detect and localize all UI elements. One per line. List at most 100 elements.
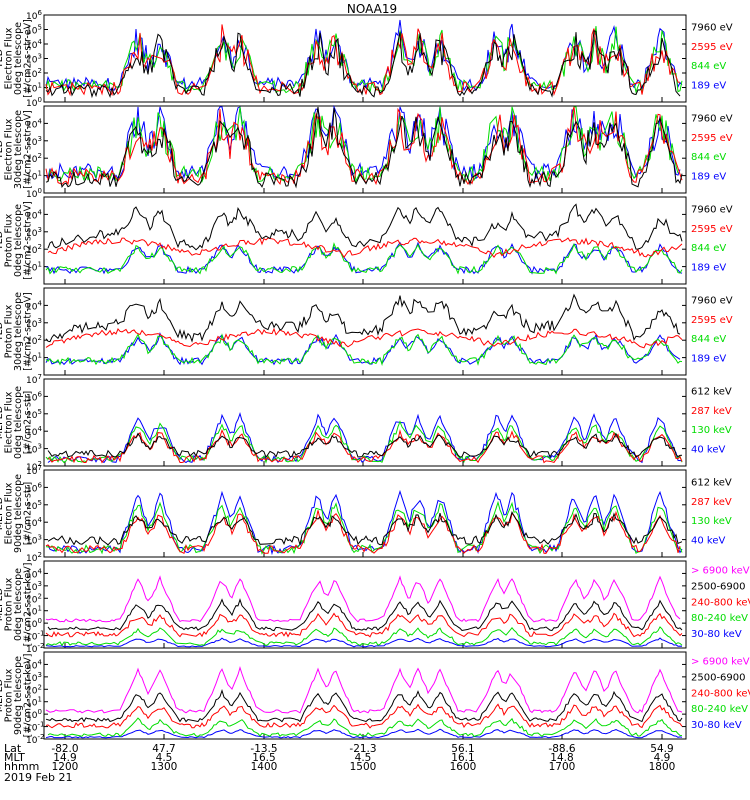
series--6900-kev [45, 665, 683, 714]
y-axis-label: TEDProton Flux30deg telescope[#/cm2-s-st… [0, 292, 34, 371]
y-axis-label-line: Electron Flux [4, 118, 15, 180]
series--6900-kev [45, 575, 681, 623]
x-tick-label-mlt: 4.5 [355, 752, 372, 764]
legend-entry: 2500-6900 [691, 581, 746, 592]
legend-entry: 612 keV [691, 477, 732, 488]
y-axis-label: TEDProton Flux0deg telescope[#/cm2-s-str… [0, 201, 34, 280]
y-tick-label: 107 [26, 373, 42, 386]
legend-entry: 40 keV [691, 444, 725, 455]
series-2595-ev [45, 327, 683, 349]
date-label: 2019 Feb 21 [4, 771, 72, 784]
y-axis-label-line: 0deg telescope [13, 22, 24, 95]
legend-entry: 240-800 keV [691, 688, 750, 699]
y-axis-label-line: TED [0, 322, 5, 342]
x-tick-label-mlt: 16.5 [252, 752, 275, 764]
series-7960-ev [47, 203, 683, 251]
plot-frame [43, 651, 687, 740]
legend-entry: 189 eV [691, 171, 726, 182]
x-tick-label-lat: 56.1 [451, 743, 474, 755]
y-axis-label: MEPEDElectron Flux0deg telescope[#/cm2-s… [0, 386, 34, 459]
series-844-ev [45, 242, 683, 275]
x-tick-label-lat: 54.9 [650, 743, 673, 755]
x-tick-label-lat: -88.6 [548, 743, 575, 755]
y-axis-label-line: Proton Flux [4, 304, 15, 358]
legend-entry: 30-80 keV [691, 629, 742, 640]
legend-entry: 2595 eV [691, 224, 733, 235]
plot-frame [43, 469, 687, 558]
x-tick-label-hhmm: 1600 [450, 761, 477, 773]
y-axis-label-line: 0deg telescope [13, 386, 24, 459]
x-tick-label-hhmm: 1400 [251, 761, 278, 773]
y-axis-label: MEPEDProton Flux0deg telescope[#/cm2-s-s… [0, 563, 34, 647]
x-tick-label-mlt: 4.5 [156, 752, 173, 764]
x-tick-label-hhmm: 1500 [350, 761, 377, 773]
legend-entry: 612 keV [691, 386, 732, 397]
series-40-kev [47, 412, 683, 464]
y-axis-label-line: 0deg telescope [13, 568, 24, 641]
y-axis-label-line: MEPED [0, 679, 5, 712]
legend-entry: 844 eV [691, 61, 726, 72]
legend-entry: 7960 eV [691, 113, 733, 124]
legend-entry: 189 eV [691, 353, 726, 364]
legend-entry: 844 eV [691, 334, 726, 345]
series-7960-ev [45, 106, 683, 189]
legend-entry: 844 eV [691, 152, 726, 163]
x-row-label-hhmm: hhmm [4, 760, 39, 773]
plot-frame [43, 14, 687, 103]
legend-entry: 7960 eV [691, 295, 733, 306]
series-287-kev [45, 510, 681, 555]
series-612-kev [47, 511, 683, 546]
legend-entry: 40 keV [691, 535, 725, 546]
series-30-80-kev [45, 728, 683, 739]
x-tick-label-mlt: 14.8 [550, 752, 573, 764]
legend-entry: 2595 eV [691, 42, 733, 53]
series-189-ev [45, 104, 681, 181]
y-axis-label-line: Electron Flux [4, 27, 15, 89]
y-axis-label-line: 30deg telescope [13, 110, 24, 189]
legend-entry: 80-240 keV [691, 704, 748, 715]
y-axis-label-line: 90deg telescope [13, 656, 24, 735]
plot-frame [43, 105, 687, 194]
y-axis-label: TEDElectron Flux0deg telescope[#/cm2-s-s… [0, 19, 34, 98]
legend-entry: 844 eV [691, 243, 726, 254]
x-row-label-lat: Lat [4, 742, 22, 755]
series-240-800-kev [45, 703, 683, 729]
y-axis-label-line: [#/cm2-s-str-eV] [23, 201, 34, 280]
series-80-240-kev [45, 626, 683, 647]
legend-entry: 7960 eV [691, 22, 733, 33]
y-axis-label-line: [#/cm2-s-str-keV] [23, 563, 34, 647]
series-7960-ev [45, 293, 681, 343]
x-tick-label-mlt: 16.1 [451, 752, 474, 764]
legend-entry: 2595 eV [691, 133, 733, 144]
y-axis-label-line: [#/cm2-s-str-eV] [23, 19, 34, 98]
series-40-kev [47, 489, 683, 556]
y-axis-label-line: Electron Flux [4, 482, 15, 544]
legend-entry: 2500-6900 [691, 672, 746, 683]
plot-frame [43, 196, 687, 285]
series-2595-ev [45, 106, 683, 186]
legend-entry: 30-80 keV [691, 720, 742, 731]
y-axis-label-line: Proton Flux [4, 577, 15, 631]
y-axis-label-line: TED [0, 49, 5, 69]
x-tick-label-mlt: 14.9 [53, 752, 76, 764]
x-tick-label-mlt: 4.9 [654, 752, 671, 764]
legend-entry: > 6900 keV [691, 657, 750, 668]
x-tick-label-lat: 47.7 [152, 743, 175, 755]
legend-entry: 240-800 keV [691, 597, 750, 608]
legend-entry: 287 keV [691, 497, 732, 508]
y-axis-label-line: Proton Flux [4, 668, 15, 722]
series-189-ev [46, 241, 683, 275]
y-axis-label-line: [#/cm2-s-str-keV] [23, 654, 34, 738]
series-844-ev [47, 106, 679, 184]
series-240-800-kev [45, 612, 683, 638]
legend-entry: 2595 eV [691, 315, 733, 326]
y-axis-label-line: MEPED [0, 588, 5, 621]
y-axis-label: TEDElectron Flux30deg telescope[#/cm2-s-… [0, 110, 34, 189]
y-axis-label-line: MEPED [0, 497, 5, 530]
x-tick-label-hhmm: 1800 [649, 761, 676, 773]
